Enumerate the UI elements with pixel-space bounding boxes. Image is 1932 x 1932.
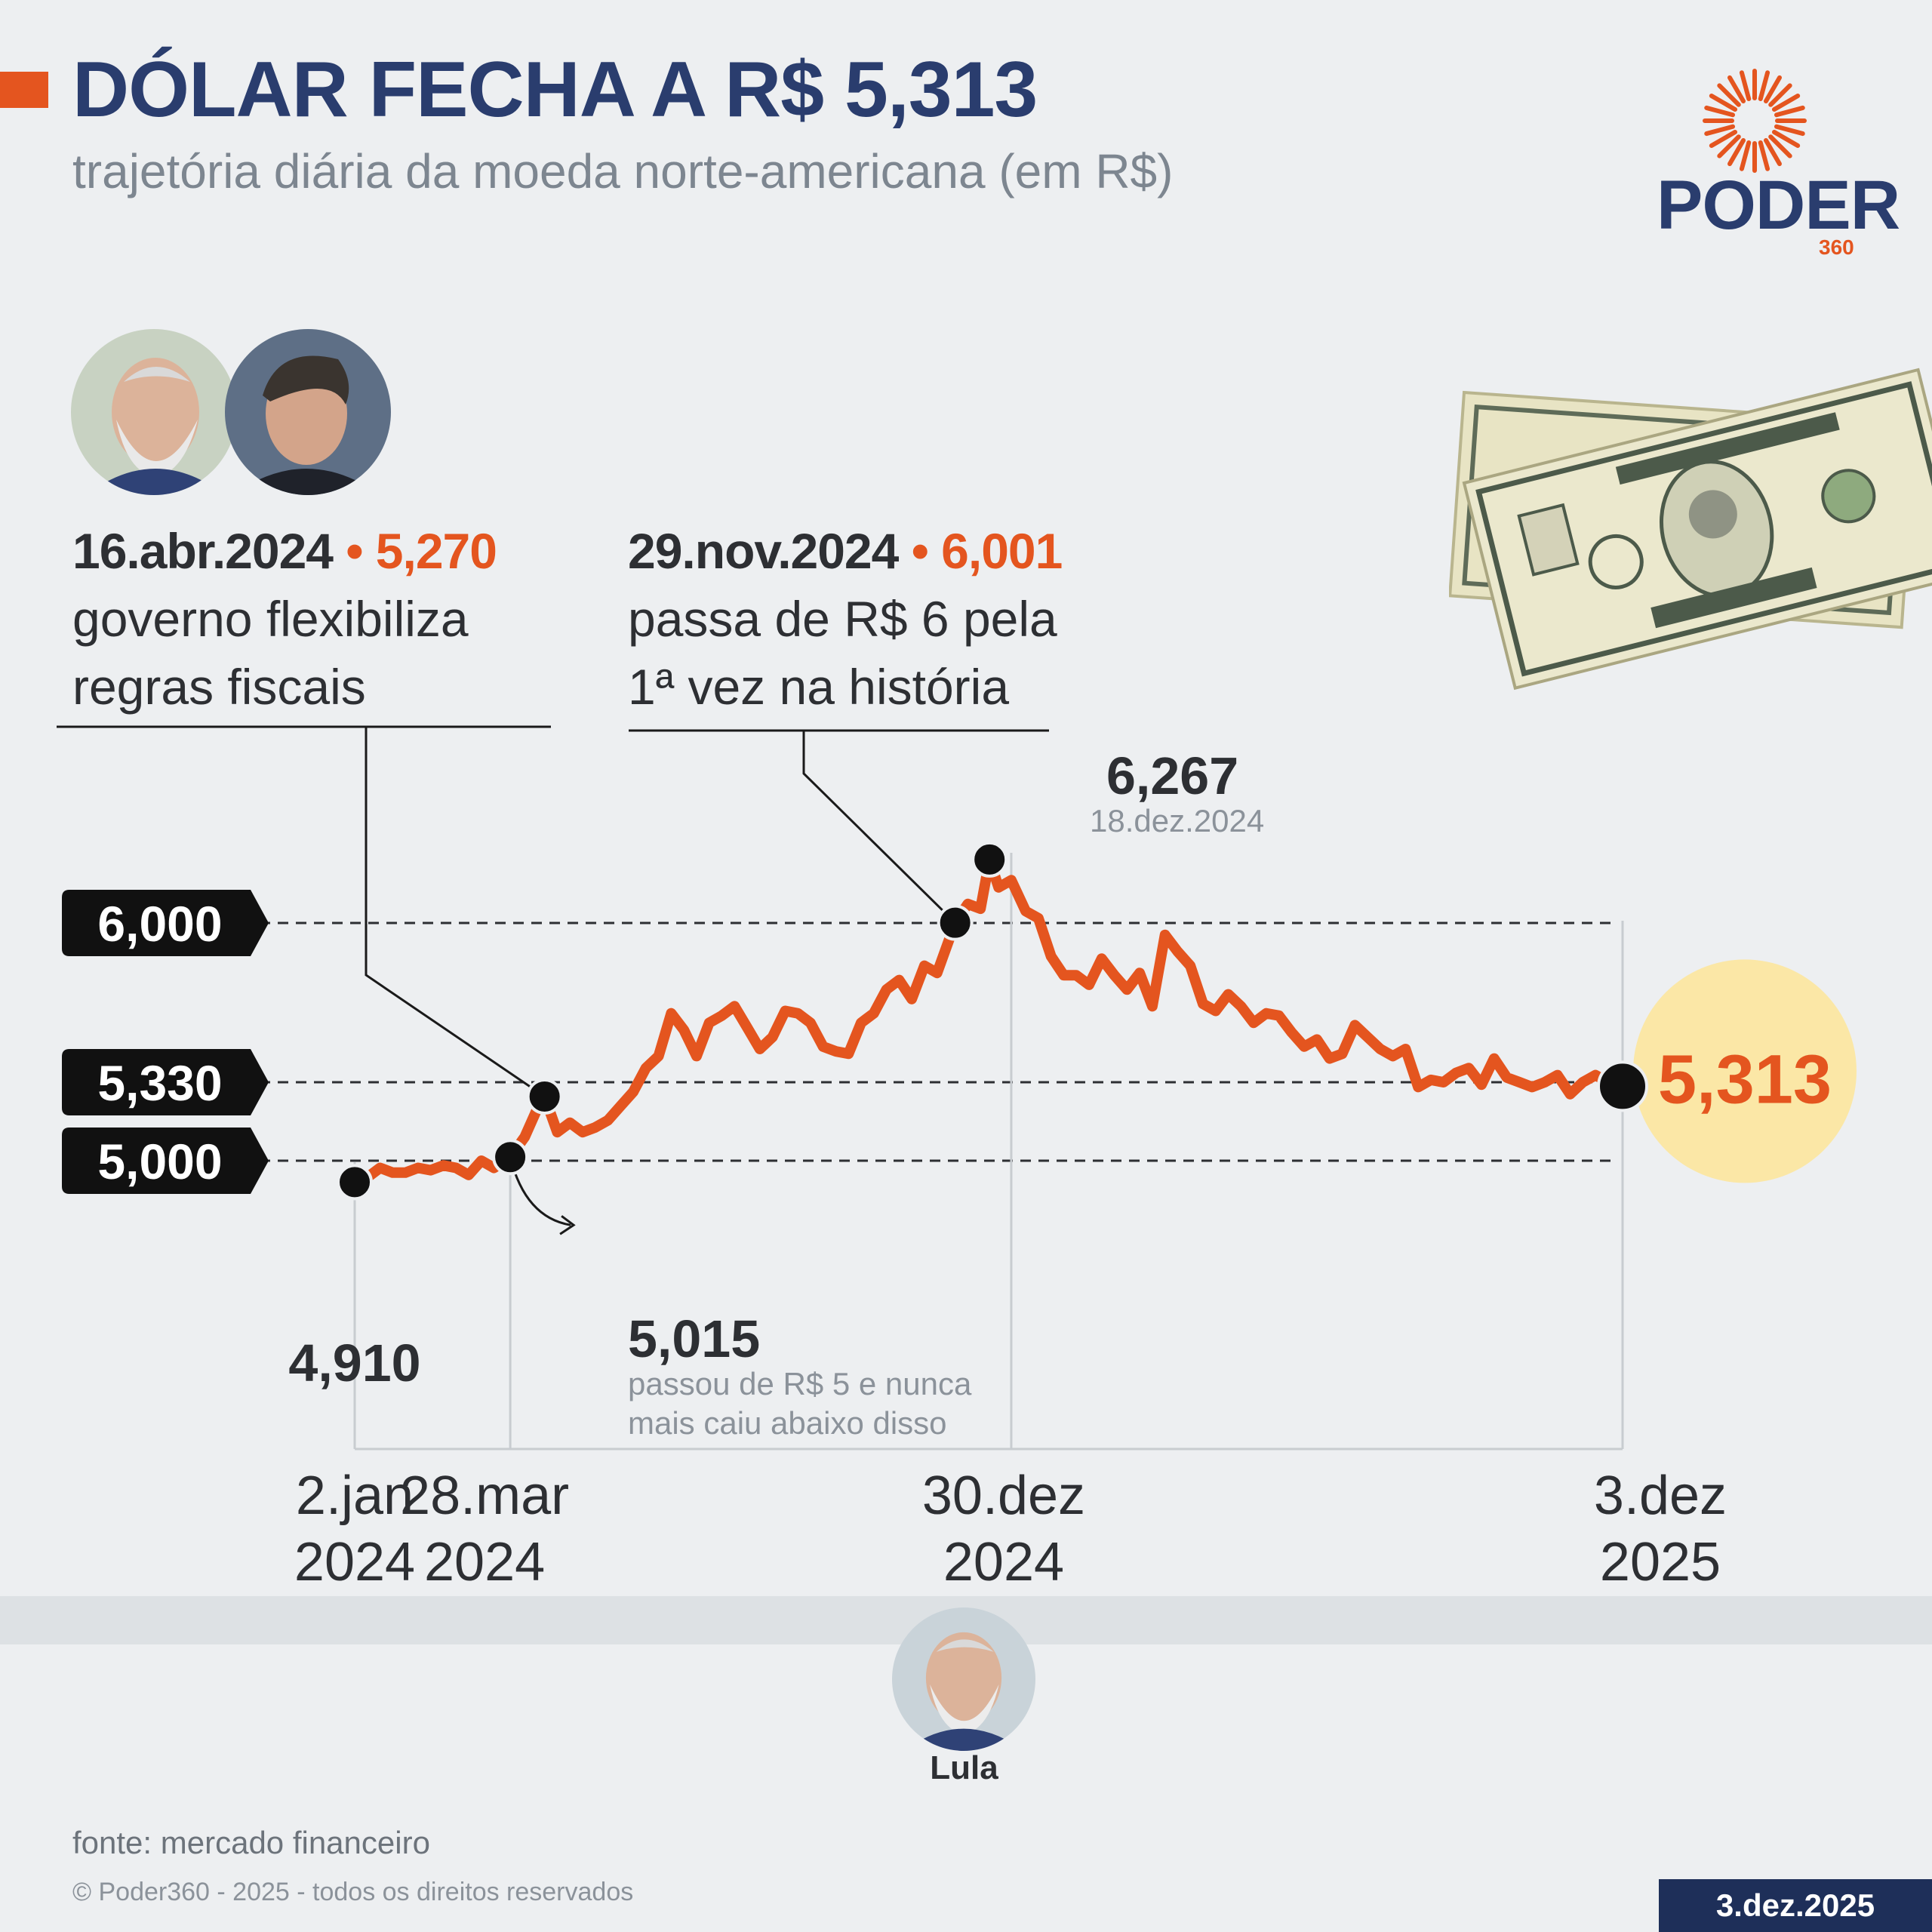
point-marker [526,1078,563,1115]
annotation-1-value: 5,270 [375,523,497,579]
annotation-2-line-1: passa de R$ 6 pela [628,591,1057,647]
sun-ray [1774,124,1805,137]
sun-ray [1768,134,1792,158]
reference-badge [62,1049,269,1116]
x-tick-label: 3.dez [1594,1466,1727,1526]
point-note-line-2: mais caiu abaixo disso [628,1405,947,1441]
copyright-note: © Poder360 - 2025 - todos os direitos re… [72,1878,634,1906]
sun-ray [1739,70,1752,102]
sun-ray [1717,134,1741,158]
annotation-2-value: 6,001 [941,523,1063,579]
sun-ray [1758,140,1770,171]
reference-label: 5,000 [97,1134,222,1189]
x-tick-year: 2024 [424,1532,545,1592]
annotation-1-text: governo flexibiliza regras fiscais [72,585,469,721]
sun-ray [1709,94,1738,112]
annotation-1-bullet: • [346,523,363,579]
sun-ray [1727,137,1746,167]
annotation-2-header: 29.nov.2024 • 6,001 [628,522,1063,580]
page-subtitle: trajetória diária da moeda norte-america… [72,144,1174,198]
x-tick-year: 2024 [294,1532,415,1592]
sun-ray [1774,105,1805,118]
annotation-2-bullet: • [911,523,929,579]
haddad-photo-icon [225,329,391,495]
logo-number: 360 [1819,235,1854,259]
annotation-1-leader [365,727,546,1098]
point-marker [1597,1060,1648,1112]
date-tag: 3.dez.2025 [1659,1879,1932,1932]
point-marker [337,1164,373,1201]
annotation-1-line-2: regras fiscais [72,659,366,715]
annotation-2-line-2: 1ª vez na história [628,659,1010,715]
sun-ray [1739,140,1752,171]
point-note-line-1: passou de R$ 5 e nunca [628,1366,972,1401]
reference-badge [62,890,269,956]
sun-ray [1717,83,1741,107]
sun-ray [1704,105,1736,118]
reference-label: 6,000 [97,896,222,952]
annotation-1-line-1: governo flexibiliza [72,591,469,647]
annotation-2-text: passa de R$ 6 pela 1ª vez na história [628,585,1057,721]
sun-ray [1771,130,1801,148]
person-name: Lula [930,1749,998,1786]
point-label-start: 4,910 [288,1334,420,1392]
sun-ray [1704,124,1736,137]
annotation-1-header: 16.abr.2024 • 5,270 [72,522,497,580]
lula-photo-icon [892,1607,1035,1751]
page-title: DÓLAR FECHA A R$ 5,313 [72,46,1038,134]
sun-ray [1771,94,1801,112]
annotation-1-date: 16.abr.2024 [72,523,334,579]
sun-burst-icon [1703,69,1807,173]
note-arrowhead [559,1215,576,1235]
sun-ray [1727,75,1746,104]
reference-badge [62,1128,269,1194]
x-tick-year: 2024 [943,1532,1064,1592]
x-tick-year: 2025 [1600,1532,1721,1592]
sun-ray [1758,70,1770,102]
point-sublabel-peak: 18.dez.2024 [1090,803,1264,838]
source-note: fonte: mercado financeiro [72,1825,430,1860]
x-tick-label: 28.mar [400,1466,569,1526]
dollar-bills-icon [1449,368,1932,691]
title-accent-bar [0,72,48,108]
x-tick-label: 2.jan [296,1466,414,1526]
point-label-5015: 5,015 [628,1309,760,1368]
point-marker [492,1139,529,1176]
reference-label: 5,330 [97,1055,222,1111]
sun-ray [1768,83,1792,107]
sun-ray [1764,75,1782,104]
logo-wordmark: PODER [1657,167,1900,244]
annotation-2-leader [802,731,956,924]
point-label-end: 5,313 [1658,1041,1832,1118]
point-marker [937,904,974,941]
series-line [349,854,1628,1188]
sun-ray [1764,137,1782,167]
point-marker [971,841,1008,878]
point-label-peak: 6,267 [1106,746,1238,805]
annotation-2-date: 29.nov.2024 [628,523,899,579]
x-tick-label: 30.dez [922,1466,1085,1526]
sun-ray [1709,130,1738,148]
end-value-highlight [1633,959,1857,1183]
